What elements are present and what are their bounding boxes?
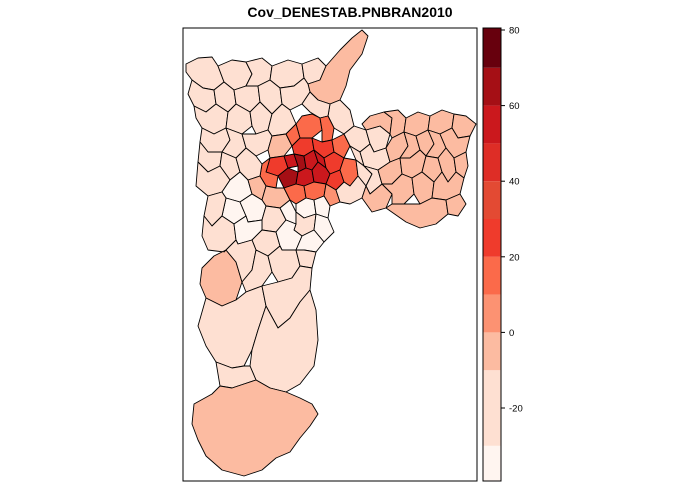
legend-color-swatch [483,28,501,68]
legend-tick-label: 0 [509,328,514,339]
legend-tick-label: 40 [509,177,520,188]
map-title: Cov_DENESTAB.PNBRAN2010 [247,4,452,20]
legend-tick-label: 60 [509,101,520,112]
legend-color-swatch [483,256,501,295]
legend-tick-label: -20 [509,404,523,415]
district-polygon [323,183,341,207]
map-frame [182,27,478,482]
legend-color-swatch [483,67,501,106]
legend-colorbar [483,28,501,481]
district-polygon [191,379,319,477]
legend-color-swatch [483,143,501,182]
legend-color-swatch [483,181,501,219]
district-polygon [199,249,243,307]
legend-color-swatch [483,370,501,446]
legend-color-swatch [483,332,501,371]
district-polygon [453,151,469,179]
district-polygon [313,195,331,219]
legend-frame [482,27,502,482]
district-polygon [295,249,317,269]
district-polygon [331,133,351,159]
legend-tick-label: 20 [509,252,520,263]
legend-tick-label: 80 [509,26,520,37]
legend-color-swatch [483,219,501,257]
district-polygon [295,113,323,139]
legend-color-swatch [483,294,501,333]
district-polygons [185,29,477,477]
district-polygon [249,289,319,393]
legend-color-swatch [483,445,501,481]
district-polygon [241,249,273,293]
district-polygon [313,213,335,243]
district-polygon [445,193,467,217]
legend-ticks: 80 60 40 20 0 -20 [501,26,523,415]
legend-color-swatch [483,105,501,144]
